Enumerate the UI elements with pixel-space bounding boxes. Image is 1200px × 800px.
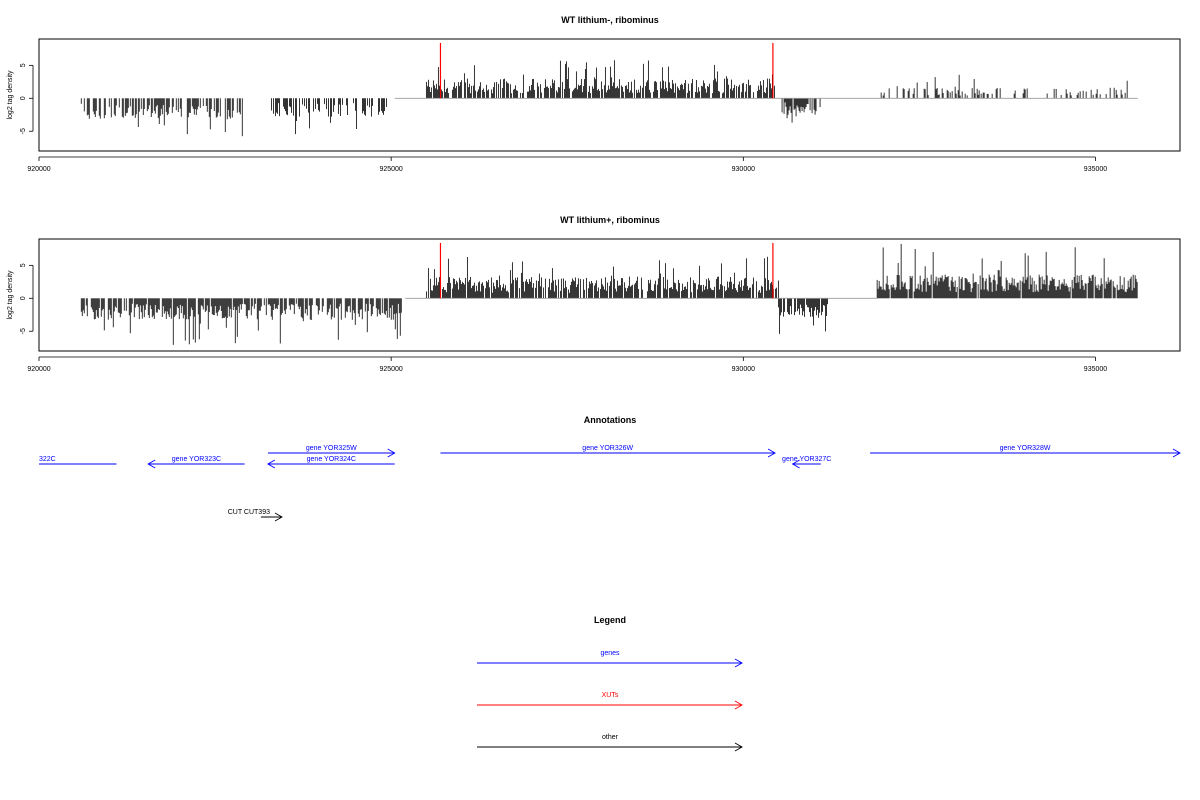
strand-arrow [147, 459, 156, 469]
legend-label: XUTs [602, 692, 619, 699]
feature: gene YOR323C [147, 456, 245, 469]
y-axis: -5 0 5 [20, 63, 34, 134]
strand-arrow [387, 448, 396, 458]
xut-markers [439, 243, 774, 299]
xut-markers [439, 43, 774, 99]
strand-arrow [1172, 448, 1181, 458]
feature-list: 322C gene YOR323C gene YOR324C gene YOR325W… [39, 445, 1181, 522]
x-tick-label: 930000 [732, 166, 755, 173]
x-tick-label: 925000 [379, 166, 402, 173]
feature: gene YOR327C [782, 456, 831, 469]
y-tick-label: 5 [20, 263, 27, 267]
feature-label: CUT CUT393 [228, 509, 270, 516]
y-axis-label: log2 tag density [7, 70, 14, 120]
x-tick-label: 935000 [1084, 166, 1107, 173]
legend-arrow [734, 658, 743, 668]
feature-label: 322C [39, 456, 56, 463]
annotations-panel: Annotations 322C gene YOR323C gene YOR324C… [39, 415, 1181, 522]
legend-arrow [734, 742, 743, 752]
track-title: WT lithium+, ribominus [560, 215, 660, 225]
feature-label: gene YOR326W [582, 445, 633, 452]
y-tick-label: 5 [20, 63, 27, 67]
track-lithium-minus: WT lithium-, ribominus log2 tag density … [7, 15, 1181, 173]
strand-arrow [767, 448, 776, 458]
x-tick-label: 925000 [379, 366, 402, 373]
y-tick-label: 0 [20, 296, 27, 300]
feature-label: gene YOR324C [307, 456, 356, 463]
legend: Legend genes XUTs other [477, 615, 743, 752]
plot-frame [38, 238, 1181, 352]
feature: gene YOR325W [267, 445, 396, 458]
legend-items: genes XUTs other [477, 650, 743, 752]
y-tick-label: 0 [20, 96, 27, 100]
feature: gene YOR324C [266, 456, 395, 469]
feature-label: gene YOR323C [172, 456, 221, 463]
legend-title: Legend [594, 615, 626, 625]
x-tick-label: 920000 [27, 166, 50, 173]
legend-item: other [477, 734, 743, 752]
strand-arrow [266, 459, 276, 469]
legend-item: XUTs [477, 692, 743, 710]
y-axis-label: log2 tag density [7, 270, 14, 320]
strand-arrow [791, 459, 800, 469]
legend-label: genes [600, 650, 620, 657]
y-axis: -5 0 5 [20, 263, 34, 334]
x-tick-label: 930000 [732, 366, 755, 373]
track-lithium-plus: WT lithium+, ribominus log2 tag density … [7, 215, 1181, 373]
feature: gene YOR328W [870, 445, 1181, 458]
x-tick-label: 935000 [1084, 366, 1107, 373]
y-tick-label: -5 [20, 328, 27, 334]
legend-label: other [602, 734, 619, 741]
plot-frame [38, 38, 1181, 152]
signal-bars [80, 60, 1128, 137]
legend-item: genes [477, 650, 743, 668]
feature-label: gene YOR327C [782, 456, 831, 463]
feature: 322C [39, 456, 117, 465]
x-axis: 920000 925000 930000 935000 [27, 156, 1107, 173]
feature-label: gene YOR325W [306, 445, 357, 452]
signal-bars [80, 243, 1138, 345]
x-axis: 920000 925000 930000 935000 [27, 356, 1107, 373]
annotations-title: Annotations [584, 415, 637, 425]
feature: CUT CUT393 [228, 509, 283, 522]
legend-arrow [734, 700, 743, 710]
feature-label: gene YOR328W [1000, 445, 1051, 452]
strand-arrow [274, 512, 283, 522]
track-title: WT lithium-, ribominus [561, 15, 659, 25]
feature: gene YOR326W [440, 445, 776, 458]
y-tick-label: -5 [20, 128, 27, 134]
x-tick-label: 920000 [27, 366, 50, 373]
